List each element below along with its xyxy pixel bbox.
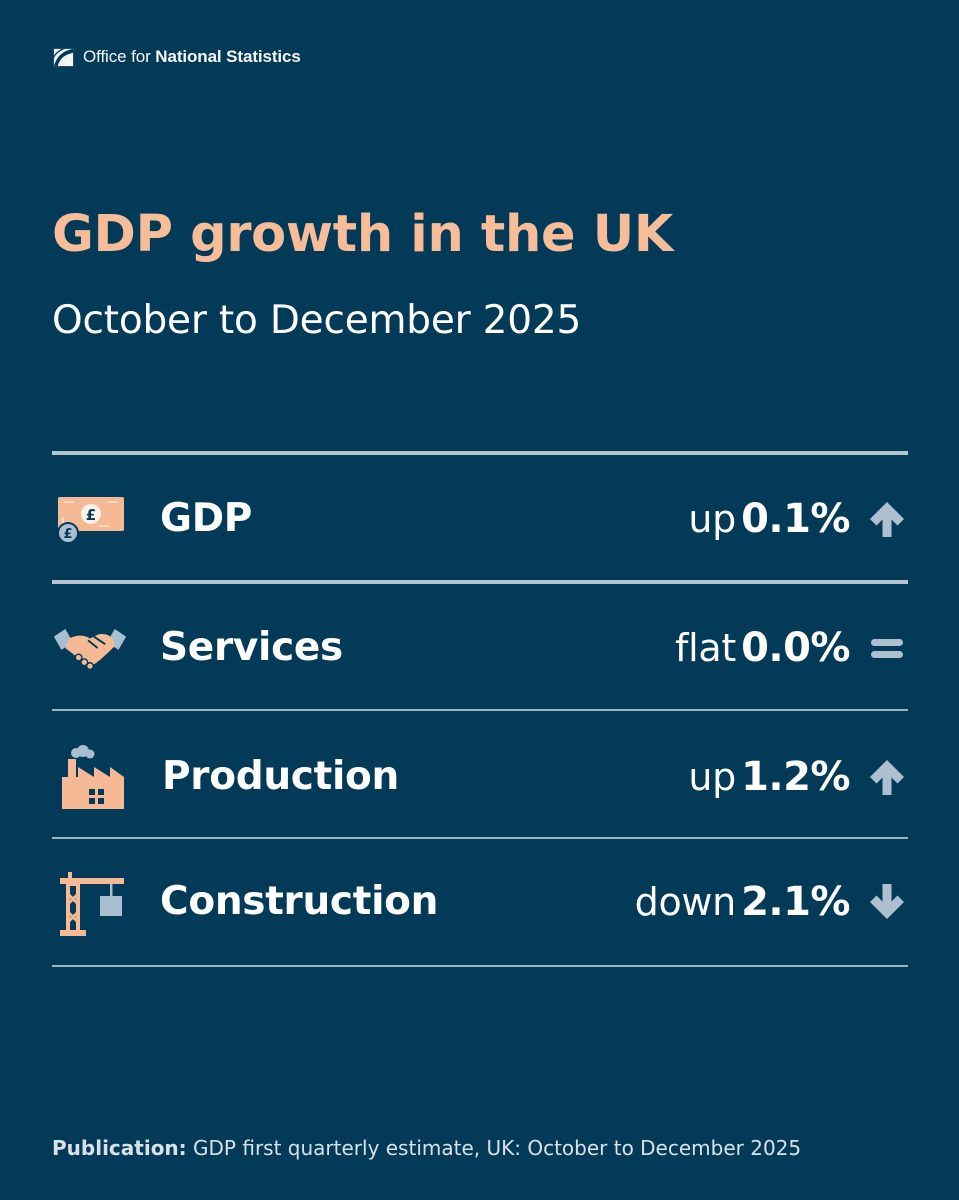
divider-2: [52, 709, 908, 711]
page-subtitle: October to December 2025: [52, 298, 582, 343]
metric-label-construction: Construction: [160, 879, 439, 924]
equals-icon: [866, 627, 908, 669]
metric-row-gdp: £ £ GDP up 0.1%: [52, 469, 908, 569]
divider-1: [52, 580, 908, 584]
brand-name: National Statistics: [155, 47, 301, 66]
svg-text:£: £: [63, 527, 72, 542]
crane-icon: [52, 852, 128, 952]
metric-label-gdp: GDP: [160, 496, 253, 541]
metric-number-construction: 2.1%: [741, 879, 850, 925]
arrow-up-icon: [866, 498, 908, 540]
publication-label: Publication:: [52, 1136, 187, 1160]
metric-row-production: Production up 1.2%: [52, 727, 908, 827]
publication-text: GDP first quarterly estimate, UK: Octobe…: [193, 1136, 802, 1160]
metric-direction-gdp: up: [688, 497, 736, 541]
metric-value-construction: down 2.1%: [634, 852, 851, 952]
brand: Office for National Statistics: [52, 43, 301, 71]
publication-note: Publication: GDP first quarterly estimat…: [52, 1134, 801, 1162]
metric-direction-services: flat: [675, 626, 736, 670]
metric-number-gdp: 0.1%: [741, 496, 850, 542]
arrow-up-icon: [866, 756, 908, 798]
divider-bottom: [52, 965, 908, 967]
handshake-icon: [52, 598, 128, 698]
page-title: GDP growth in the UK: [52, 205, 674, 264]
metric-value-production: up 1.2%: [688, 727, 850, 827]
metric-row-construction: Construction down 2.1%: [52, 852, 908, 952]
brand-prefix: Office for: [83, 47, 151, 66]
metric-direction-construction: down: [634, 880, 737, 924]
metric-label-services: Services: [160, 625, 343, 670]
svg-text:£: £: [86, 506, 96, 524]
ons-logo-icon: [53, 48, 74, 66]
metric-row-services: Services flat 0.0%: [52, 598, 908, 698]
arrow-down-icon: [866, 881, 908, 923]
money-icon: £ £: [52, 469, 128, 569]
metric-number-services: 0.0%: [741, 625, 850, 671]
divider-top: [52, 451, 908, 455]
divider-3: [52, 837, 908, 839]
metric-direction-production: up: [688, 755, 736, 799]
metric-label-production: Production: [162, 754, 399, 799]
metric-number-production: 1.2%: [741, 754, 850, 800]
brand-text: Office for National Statistics: [83, 47, 301, 67]
metric-value-services: flat 0.0%: [675, 598, 850, 698]
metric-value-gdp: up 0.1%: [688, 469, 850, 569]
factory-icon: [52, 727, 128, 827]
